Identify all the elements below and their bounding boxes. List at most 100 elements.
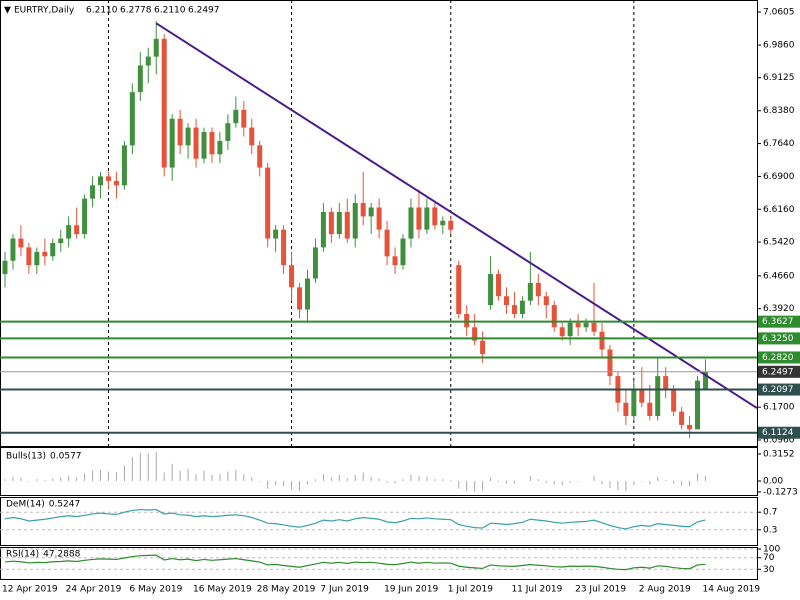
level-label-box <box>758 351 800 364</box>
candle-body <box>50 242 56 257</box>
level-label-box <box>758 332 800 345</box>
candle-body <box>352 203 358 239</box>
candle-body <box>376 207 382 230</box>
candle-body <box>153 38 159 57</box>
y-tick-label: 0.00 <box>763 477 783 487</box>
x-tick-label: 14 Aug 2019 <box>702 585 760 595</box>
candle-body <box>687 424 693 430</box>
x-tick-label: 12 Apr 2019 <box>2 585 58 595</box>
candle-body <box>145 56 151 66</box>
x-tick-label: 19 Jun 2019 <box>384 585 438 595</box>
candle-body <box>169 118 175 168</box>
candle-body <box>18 238 24 248</box>
symbol: EURTRY,Daily <box>14 6 75 16</box>
candle-body <box>671 389 677 412</box>
candle-body <box>408 207 414 239</box>
y-tick-label: 7.0605 <box>763 8 795 18</box>
y-tick-label: 0.7 <box>763 508 777 518</box>
candle-body <box>177 118 183 146</box>
candle-body <box>10 238 16 261</box>
level-label: 6.2820 <box>762 353 794 363</box>
indicator-value: 47.2888 <box>43 550 80 560</box>
candle-body <box>567 322 573 337</box>
candle-body <box>400 238 406 266</box>
candle-body <box>312 247 318 279</box>
indicator-title: RSI(14) <box>6 550 39 560</box>
candle-body <box>464 313 470 328</box>
candle-body <box>679 411 685 425</box>
x-tick-label: 23 Jul 2019 <box>575 585 626 595</box>
candle-body <box>623 402 629 417</box>
y-tick-label: 6.5420 <box>763 238 795 248</box>
candle-body <box>98 176 104 186</box>
x-tick-label: 28 May 2019 <box>257 585 316 595</box>
candle-body <box>432 207 438 226</box>
candle-body <box>2 260 8 275</box>
current-price-label: 6.2497 <box>762 367 794 377</box>
candle-body <box>113 180 119 186</box>
candle-body <box>440 220 446 226</box>
bulls-frame <box>0 447 758 496</box>
level-label: 6.3250 <box>762 334 794 344</box>
candle-body <box>336 211 342 235</box>
candle-body <box>90 185 96 199</box>
candle-body <box>34 251 40 266</box>
menu-arrow: ▼ <box>4 6 11 16</box>
candle-body <box>392 256 398 266</box>
candle-body <box>503 296 509 306</box>
y-tick-label: 0.3 <box>763 525 777 535</box>
candle-body <box>647 402 653 417</box>
candle-body <box>695 380 701 430</box>
level-label-box <box>758 426 800 439</box>
candle-body <box>105 176 111 181</box>
candle-body <box>257 145 263 168</box>
indicator-value: 0.5247 <box>49 500 81 510</box>
candle-body <box>583 322 589 328</box>
candle-body <box>225 123 231 141</box>
level-label: 6.2097 <box>762 385 794 395</box>
y-tick-label: 0.3152 <box>763 449 795 459</box>
x-tick-label: 1 Jul 2019 <box>448 585 493 595</box>
level-label-box <box>758 383 800 396</box>
candle-body <box>201 132 207 159</box>
candle-body <box>496 274 502 297</box>
candle-body <box>273 229 279 239</box>
frames <box>0 0 758 580</box>
y-tick-label: 6.6160 <box>763 205 795 215</box>
candle-body <box>42 251 48 257</box>
candle-body <box>488 274 494 306</box>
candle-body <box>655 376 661 417</box>
y-tick-label: 30 <box>763 565 775 575</box>
candle-body <box>82 198 88 235</box>
candle-body <box>249 127 255 146</box>
y-tick-label: 6.9125 <box>763 73 795 83</box>
candle-body <box>121 145 127 186</box>
y-tick-label: 6.3920 <box>763 304 795 314</box>
indicator-title: DeM(14) <box>6 500 45 510</box>
y-tick-label: 6.6900 <box>763 172 795 182</box>
candle-body <box>66 225 72 239</box>
candle-body <box>281 229 287 266</box>
candle-body <box>58 238 64 243</box>
y-tick-label: 70 <box>763 553 775 563</box>
candle-body <box>209 132 215 155</box>
candle-body <box>384 229 390 257</box>
candle-body <box>320 211 326 248</box>
candle-body <box>456 265 462 314</box>
candle-body <box>631 389 637 417</box>
candle-body <box>511 305 517 314</box>
level-label-box <box>758 315 800 328</box>
y-tick-label: -0.1273 <box>763 487 798 497</box>
candle-body <box>535 282 541 297</box>
candle-body <box>289 265 295 288</box>
y-tick-label: 6.4660 <box>763 271 795 281</box>
high: 6.2778 <box>120 6 152 16</box>
candle-body <box>360 203 366 217</box>
candle-body <box>233 109 239 124</box>
candle-body <box>185 127 191 146</box>
x-tick-label: 11 Jul 2019 <box>511 585 562 595</box>
candle-body <box>217 140 223 155</box>
y-tick-label: 6.8380 <box>763 106 795 116</box>
